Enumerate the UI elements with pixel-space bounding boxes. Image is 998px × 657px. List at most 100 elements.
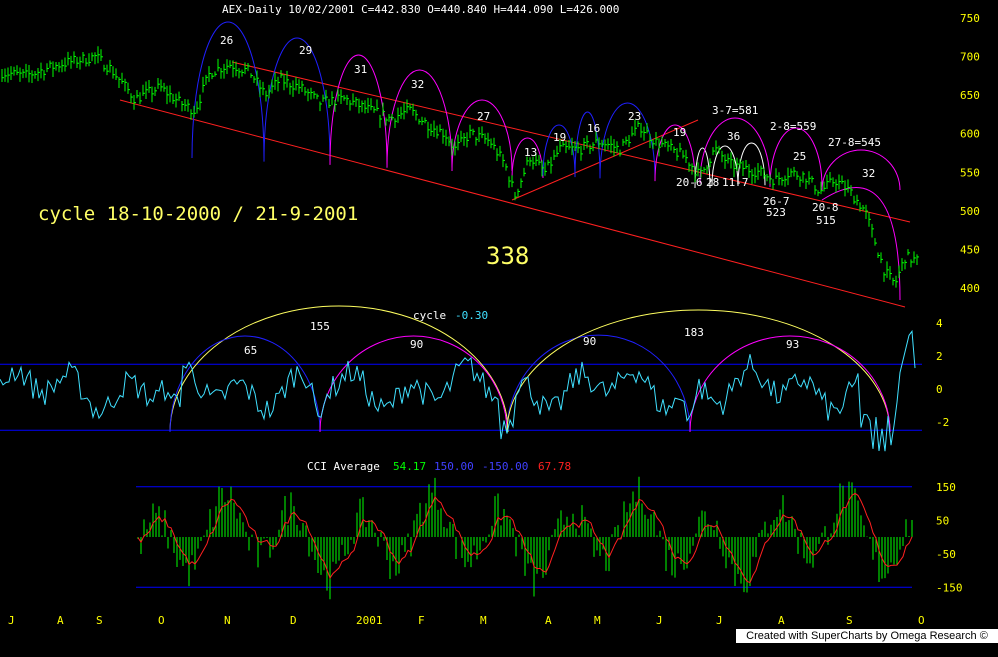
cci-y-tick-50: 50 (936, 514, 949, 527)
x-tick-label: M (480, 614, 487, 627)
price-cycle-label: 31 (354, 63, 367, 76)
cycle-range-label: cycle 18-10-2000 / 21-9-2001 (38, 203, 358, 225)
cci-value: 54.17 (393, 460, 426, 473)
cci-title: CCI Average (307, 460, 380, 473)
price-cycle-arc (737, 142, 766, 186)
price-cycle-label: 26-7 (763, 195, 790, 208)
x-tick-label: O (158, 614, 165, 627)
price-cycle-label: 11-7 (722, 176, 749, 189)
price-cycle-labels: 26 29 31 32 27 13 19 16 23 19 36 25 32 3-7=581 2-8=559… (220, 34, 881, 227)
cycle-y-axis: 4 2 0 -2 (936, 317, 949, 429)
price-cycle-arc (451, 99, 513, 172)
price-cycle-label: 13 (524, 146, 537, 159)
x-tick-label: S (846, 614, 853, 627)
cycle-days-label: 338 (486, 242, 529, 270)
price-cycle-label: 29 (299, 44, 312, 57)
cycle-y-tick-4: 4 (936, 317, 943, 330)
cci-y-axis: 150 50 -50 -150 (936, 481, 963, 595)
price-cycle-arc (654, 124, 696, 182)
cci-average-line (137, 492, 913, 584)
cci-band-lines (136, 486, 912, 588)
cycle-y-tick-2: 2 (936, 350, 943, 363)
price-y-tick-550: 550 (960, 166, 980, 179)
cycle-y-tick-0: 0 (936, 383, 943, 396)
cycle-arc (506, 334, 691, 433)
channel-rising-line (511, 119, 699, 201)
x-tick-label: D (290, 614, 297, 627)
x-tick-label: A (778, 614, 785, 627)
x-tick-label: N (224, 614, 231, 627)
price-y-tick-750: 750 (960, 12, 980, 25)
trend-channel (119, 61, 911, 308)
x-tick-label: S (96, 614, 103, 627)
price-y-tick-650: 650 (960, 89, 980, 102)
channel-lower-line (119, 99, 906, 308)
cci-y-tick--150: -150 (936, 581, 963, 594)
x-tick-label: J (8, 614, 15, 627)
cycle-oscillator-line (0, 329, 916, 452)
cycle-arc (506, 309, 891, 433)
price-cycle-arc (542, 124, 576, 176)
x-tick-label: A (545, 614, 552, 627)
x-tick-label: M (594, 614, 601, 627)
price-cycle-label: 27 (477, 110, 490, 123)
cycle-arc-label: 93 (786, 338, 799, 351)
price-y-axis: 750 700 650 600 550 500 450 400 (960, 12, 980, 295)
cycle-arc-label: 90 (583, 335, 596, 348)
price-cycle-label: 26 (220, 34, 233, 47)
cycle-arc-label: 90 (410, 338, 423, 351)
price-cycle-arc (769, 127, 823, 187)
price-cycle-label: 2-8=559 (770, 120, 816, 133)
price-cycle-label: 25 (793, 150, 806, 163)
x-tick-label: 2001 (356, 614, 383, 627)
price-cycle-label: 16 (587, 122, 600, 135)
price-bars (1, 46, 919, 288)
price-cycle-label: 32 (411, 78, 424, 91)
cci-y-tick--50: -50 (936, 548, 956, 561)
cycle-arc-label: 183 (684, 326, 704, 339)
price-cycle-label: 32 (862, 167, 875, 180)
x-tick-label: J (716, 614, 723, 627)
price-cycle-arc (386, 69, 453, 168)
price-cycle-label: 28 (706, 176, 719, 189)
chart-canvas: AEX-Daily 10/02/2001 C=442.830 O=440.840… (0, 3, 980, 627)
cycle-value: -0.30 (455, 309, 488, 322)
price-y-tick-700: 700 (960, 51, 980, 64)
price-cycle-label: 23 (628, 110, 641, 123)
x-tick-label: F (418, 614, 425, 627)
footer-credit: Created with SuperCharts by Omega Resear… (736, 629, 998, 656)
price-cycle-label: 19 (553, 131, 566, 144)
cycle-panel: 4 2 0 -2 155 65 90 90 183 93 cycle -0.30 (0, 305, 949, 452)
cycle-arc-label: 65 (244, 344, 257, 357)
price-cycle-label: 20-8 (812, 201, 839, 214)
cycle-arc (319, 335, 508, 433)
cci-lower-value: -150.00 (482, 460, 528, 473)
price-cycle-arc (821, 149, 901, 191)
price-cycle-label: 515 (816, 214, 836, 227)
price-cycle-arc (329, 54, 388, 165)
price-cycle-arc (263, 37, 331, 162)
x-tick-label: J (656, 614, 663, 627)
price-cycle-label: 20-6 (676, 176, 703, 189)
price-cycle-label: 19 (673, 126, 686, 139)
price-cycle-label: 36 (727, 130, 740, 143)
cycle-arc (169, 305, 509, 433)
price-panel: AEX-Daily 10/02/2001 C=442.830 O=440.840… (1, 3, 980, 308)
price-cycle-label: 523 (766, 206, 786, 219)
x-axis: J A S O N D 2001 F M A M J J A S O (8, 614, 925, 627)
cci-upper-value: 150.00 (434, 460, 474, 473)
cci-histogram (137, 476, 913, 600)
x-tick-label: O (918, 614, 925, 627)
cycle-title: cycle (413, 309, 446, 322)
x-tick-label: A (57, 614, 64, 627)
cycle-arc-label: 155 (310, 320, 330, 333)
price-cycle-arc (699, 117, 771, 184)
cci-y-tick-150: 150 (936, 481, 956, 494)
price-y-tick-400: 400 (960, 282, 980, 295)
cycle-y-tick--2: -2 (936, 416, 949, 429)
cycle-arc (169, 335, 321, 433)
cci-avg-value: 67.78 (538, 460, 571, 473)
cycle-band-lines (0, 363, 922, 431)
price-cycle-arc (599, 102, 656, 179)
price-cycle-label: 27-8=545 (828, 136, 881, 149)
